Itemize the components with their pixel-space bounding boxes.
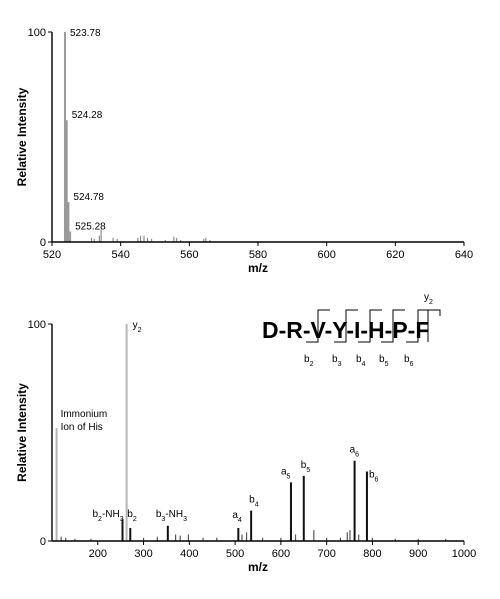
x-tick-label-2-800: 800 (363, 548, 381, 560)
y-tick-label-1-100: 100 (28, 27, 46, 39)
top-bracket-4 (417, 309, 430, 342)
immonium-label-line-1: Ion of His (61, 422, 103, 433)
x-tick-label-1-520: 520 (43, 249, 61, 261)
peak-label-1-2: 524.78 (73, 192, 104, 203)
x-tick-label-1-620: 620 (386, 249, 404, 261)
x-tick-label-2-1000: 1000 (452, 548, 476, 560)
top-bracket-0 (317, 309, 330, 342)
x-tick-label-2-600: 600 (272, 548, 290, 560)
y-axis-title-2: Relative Intensity (15, 383, 29, 482)
b-ion-label-b5: b5 (379, 354, 389, 368)
peak-label-1-0: 523.78 (70, 28, 101, 39)
y-axis-title-1: Relative Intensity (15, 87, 29, 186)
b-ion-label-b2: b2 (304, 354, 314, 368)
x-tick-label-2-200: 200 (89, 548, 107, 560)
peak-label-1-1: 524.28 (72, 110, 103, 121)
x-tick-label-2-500: 500 (226, 548, 244, 560)
y-tick-label-2-0: 0 (40, 536, 46, 548)
fragment-label-a5: a5 (281, 466, 291, 480)
x-tick-label-1-600: 600 (317, 249, 335, 261)
fragment-label-b6: b6 (369, 470, 379, 484)
x-tick-label-1-540: 540 (111, 249, 129, 261)
fragment-label-y2: y2 (133, 320, 142, 334)
fragment-label-a6: a6 (350, 445, 360, 459)
y-tick-label-2-100: 100 (28, 319, 46, 331)
b-ion-label-b6: b6 (404, 354, 414, 368)
top-bracket-2 (369, 309, 382, 342)
top-bracket-1 (345, 309, 358, 342)
x-tick-label-2-700: 700 (317, 548, 335, 560)
y-ion-label-y2: y2 (424, 292, 433, 306)
fragment-label-b2: b2 (127, 509, 137, 523)
peak-label-1-3: 525.28 (75, 222, 106, 233)
x-tick-label-1-560: 560 (180, 249, 198, 261)
x-tick-label-2-300: 300 (134, 548, 152, 560)
top-bracket-3 (392, 309, 405, 342)
x-tick-label-2-400: 400 (180, 548, 198, 560)
x-tick-label-1-580: 580 (249, 249, 267, 261)
immonium-label-line-0: Immonium (61, 409, 108, 420)
y-tick-label-1-0: 0 (40, 237, 46, 249)
fragment-label-a4: a4 (232, 510, 242, 524)
fragment-label-b5: b5 (301, 460, 311, 474)
x-axis-title-1: m/z (248, 261, 268, 275)
x-tick-label-2-900: 900 (409, 548, 427, 560)
y2-bracket (427, 309, 441, 342)
b-ion-label-b4: b4 (356, 354, 366, 368)
fragment-label-b3-NH3: b3-NH3 (156, 509, 187, 523)
x-tick-label-1-640: 640 (455, 249, 473, 261)
x-axis-title-2: m/z (248, 560, 268, 574)
fragment-label-b2-NH3: b2-NH3 (92, 509, 123, 523)
fragment-label-b4: b4 (249, 495, 259, 509)
b-ion-label-b3: b3 (332, 354, 342, 368)
